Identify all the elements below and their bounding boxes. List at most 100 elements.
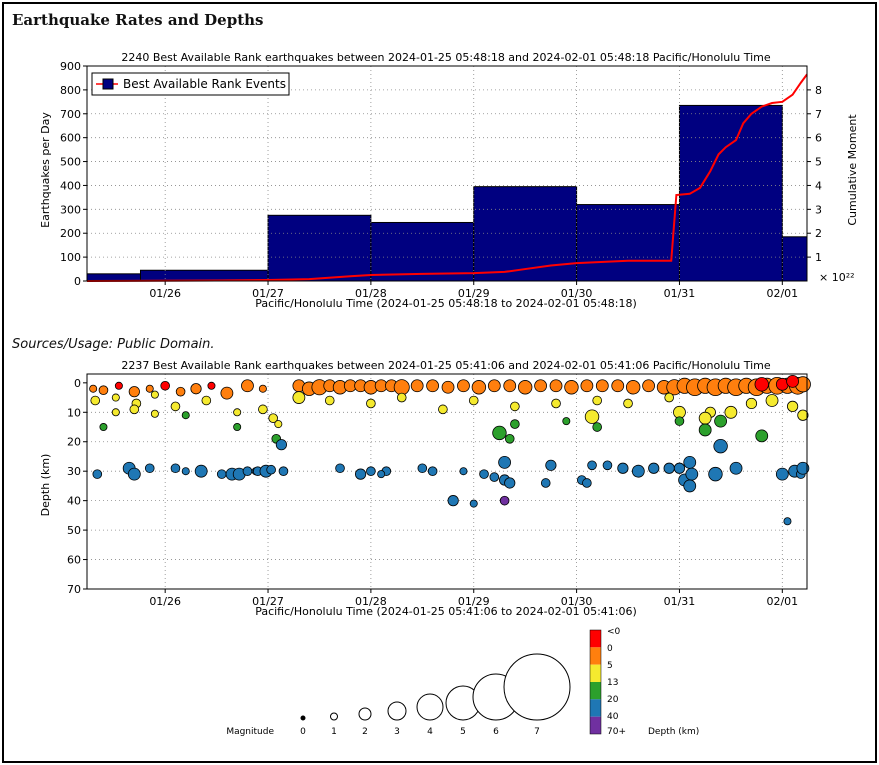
quake-point [754, 377, 769, 392]
magnitude-legend-value: 2 [362, 727, 368, 737]
quake-point [324, 395, 335, 406]
rate-y-tick-label: 500 [60, 156, 81, 169]
quake-point [685, 467, 699, 481]
quake-point [258, 404, 268, 415]
depth-x-tick-label: 01/29 [458, 595, 490, 608]
quake-point [90, 395, 101, 406]
quake-point [233, 408, 242, 417]
rate-y2-tick-label: 4 [815, 179, 822, 192]
quake-point [201, 395, 212, 406]
quake-point [266, 464, 276, 475]
quake-point [602, 460, 613, 471]
quake-point [190, 383, 202, 395]
quake-point [797, 409, 809, 421]
quake-point [775, 467, 789, 481]
quake-point [517, 380, 533, 395]
quake-point [216, 469, 227, 479]
depth-y-tick-label: 20 [67, 436, 81, 449]
quake-point [233, 423, 242, 432]
magnitude-legend-value: 0 [300, 727, 306, 737]
quake-point [128, 386, 140, 398]
depth-legend-swatch [590, 699, 601, 717]
quake-point [714, 414, 727, 428]
depth-y-tick-label: 50 [67, 524, 81, 537]
magnitude-legend-circle [358, 707, 372, 721]
quake-point [129, 404, 140, 415]
rate-bar [678, 104, 783, 282]
depth-legend-level: 70+ [607, 727, 626, 737]
rate-y-tick-label: 700 [60, 108, 81, 121]
quake-point [366, 466, 376, 476]
quake-point [268, 413, 278, 423]
depth-legend-level: 0 [607, 644, 613, 654]
quake-point [459, 467, 468, 476]
magnitude-legend-circle [300, 715, 306, 721]
quake-point [587, 460, 597, 471]
magnitude-legend-value: 3 [394, 727, 400, 737]
quake-point [648, 462, 660, 474]
quake-point [194, 464, 208, 478]
rate-y-tick-label: 900 [60, 60, 81, 73]
quake-point [354, 468, 367, 480]
rate-y-tick-label: 200 [60, 227, 81, 240]
quake-point [582, 478, 592, 488]
rate-y2-tick-label: 8 [815, 84, 822, 97]
quake-point [99, 423, 108, 432]
magnitude-legend-value: 1 [331, 727, 337, 737]
depth-legend-frame [589, 629, 602, 735]
quake-point [549, 379, 563, 393]
quake-point [479, 469, 489, 479]
quake-point [713, 438, 728, 454]
quake-point [426, 379, 440, 393]
quake-point [487, 379, 501, 393]
rate-bar [267, 214, 372, 282]
rate-y2-tick-label: 1 [815, 251, 822, 264]
quake-point [427, 466, 438, 476]
depth-y-tick-label: 60 [67, 554, 81, 567]
quake-point [595, 379, 609, 393]
depth-legend-level: 20 [607, 695, 619, 705]
quake-point [498, 455, 512, 469]
quake-point [796, 461, 810, 475]
quake-point [457, 379, 470, 393]
depth-y-tick-label: 30 [67, 465, 81, 478]
magnitude-legend-value: 4 [427, 727, 433, 737]
rate-y2-tick-label: 5 [815, 156, 822, 169]
rate-x-tick-label: 01/30 [561, 287, 593, 300]
rate-chart-title: 2240 Best Available Rank earthquakes bet… [121, 51, 771, 64]
depth-chart-ylabel: Depth (km) [39, 454, 52, 517]
quake-point [642, 379, 655, 393]
quake-point [564, 380, 579, 395]
quake-point [503, 379, 517, 393]
quake-point [92, 469, 103, 479]
rate-legend-box [91, 72, 290, 96]
quake-point [89, 384, 98, 393]
depth-legend-label: Depth (km) [648, 727, 699, 737]
quake-point [111, 393, 120, 402]
quake-point [617, 462, 629, 474]
quake-point [127, 467, 141, 481]
depth-x-tick-label: 01/31 [664, 595, 696, 608]
quake-point [663, 462, 675, 474]
quake-point [274, 420, 283, 429]
depth-legend-swatch [590, 716, 601, 734]
quake-point [292, 391, 306, 404]
magnitude-legend-circle [387, 701, 407, 721]
rate-y-tick-label: 100 [60, 251, 81, 264]
quake-point [580, 379, 594, 393]
quake-point [631, 464, 645, 478]
quake-point [150, 390, 159, 399]
quake-point [786, 374, 799, 388]
quake-point [623, 398, 633, 409]
page-title: Earthquake Rates and Depths [12, 11, 264, 29]
quake-point [377, 470, 386, 479]
quake-point [366, 398, 376, 409]
quake-point [170, 401, 181, 412]
quake-point [698, 423, 712, 437]
depth-x-tick-label: 01/30 [561, 595, 593, 608]
rate-y-tick-label: 600 [60, 132, 81, 145]
quake-point [181, 411, 190, 420]
quake-point [724, 405, 738, 419]
quake-point [170, 463, 181, 474]
magnitude-legend-circle [330, 712, 338, 721]
